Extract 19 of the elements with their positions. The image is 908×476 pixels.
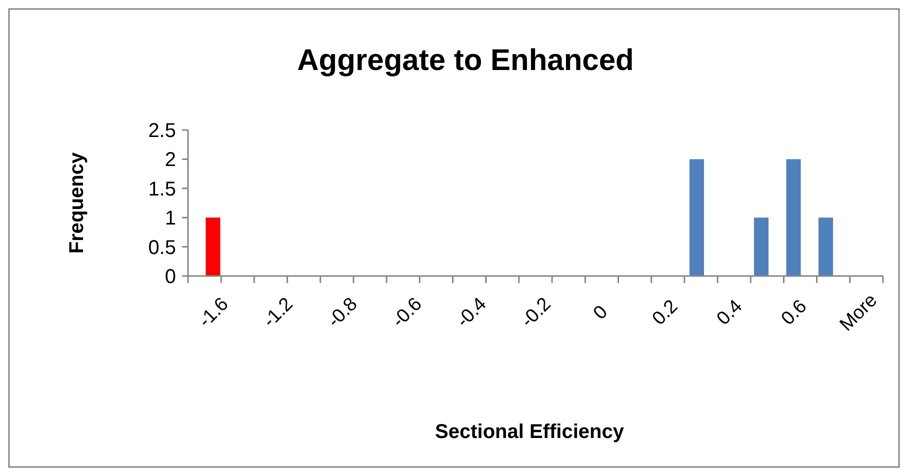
x-tick-label: -1.2 <box>259 294 298 332</box>
x-tick-label: 0.4 <box>713 296 747 330</box>
y-tick-label: 2.5 <box>148 120 176 142</box>
x-tick-label: 0.2 <box>648 296 682 330</box>
y-tick-label: 1.5 <box>148 178 176 200</box>
x-tick-label: -0.8 <box>324 294 362 332</box>
y-axis-title: Frequency <box>66 152 88 254</box>
x-tick-label: -0.6 <box>388 294 426 332</box>
x-tick-label: -0.2 <box>517 294 556 332</box>
y-tick-label: 0.5 <box>148 236 176 259</box>
chart-title: Aggregate to Enhanced <box>297 44 634 77</box>
x-tick-label: -0.4 <box>452 294 492 332</box>
y-tick-label: 2 <box>164 149 176 172</box>
y-tick-label: 0 <box>164 266 176 288</box>
x-axis-title: Sectional Efficiency <box>435 421 625 443</box>
x-tick-label: -1.6 <box>194 294 233 332</box>
x-tick-label: 0 <box>590 302 612 324</box>
x-tick-label: 0.6 <box>778 296 812 330</box>
y-tick-label: 1 <box>164 208 176 230</box>
